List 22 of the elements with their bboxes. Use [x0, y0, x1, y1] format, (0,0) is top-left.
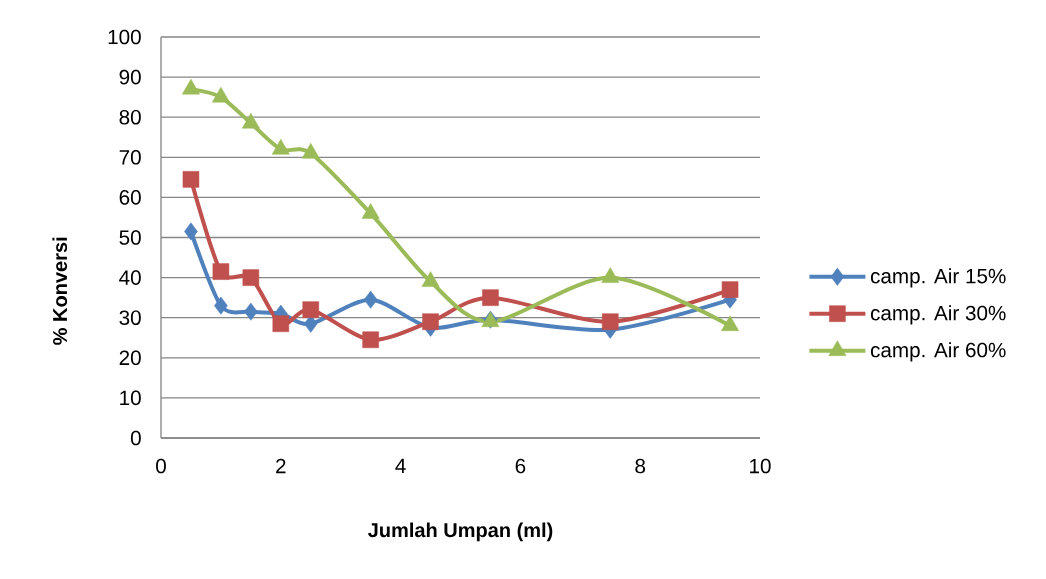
y-axis-title: % Konversi — [52, 237, 68, 345]
y-tick-label: 80 — [119, 109, 141, 125]
x-axis-title: Jumlah Umpan (ml) — [368, 522, 553, 542]
y-tick-label: 10 — [120, 390, 141, 406]
y-tick-label: 90 — [119, 69, 141, 85]
x-tick-label: 8 — [635, 458, 646, 474]
x-tick-label: 10 — [750, 458, 771, 474]
y-tick-label: 0 — [130, 430, 141, 446]
y-tick-label: 100 — [108, 29, 141, 45]
y-tick-label: 20 — [119, 350, 141, 366]
y-tick-label: 70 — [119, 149, 141, 165]
x-tick-label: 6 — [515, 458, 526, 474]
x-tick-label: 4 — [395, 458, 406, 473]
legend-label: camp. Air 15% — [870, 268, 1006, 288]
legend-label: camp. Air 30% — [870, 305, 1006, 325]
y-tick-label: 30 — [119, 310, 141, 326]
y-tick-label: 40 — [119, 270, 141, 285]
y-tick-label: 60 — [119, 190, 141, 205]
x-tick-label: 2 — [276, 458, 286, 474]
x-tick-label: 0 — [156, 458, 166, 474]
legend-label: camp. Air 60% — [870, 342, 1006, 362]
y-tick-label: 50 — [119, 230, 141, 245]
